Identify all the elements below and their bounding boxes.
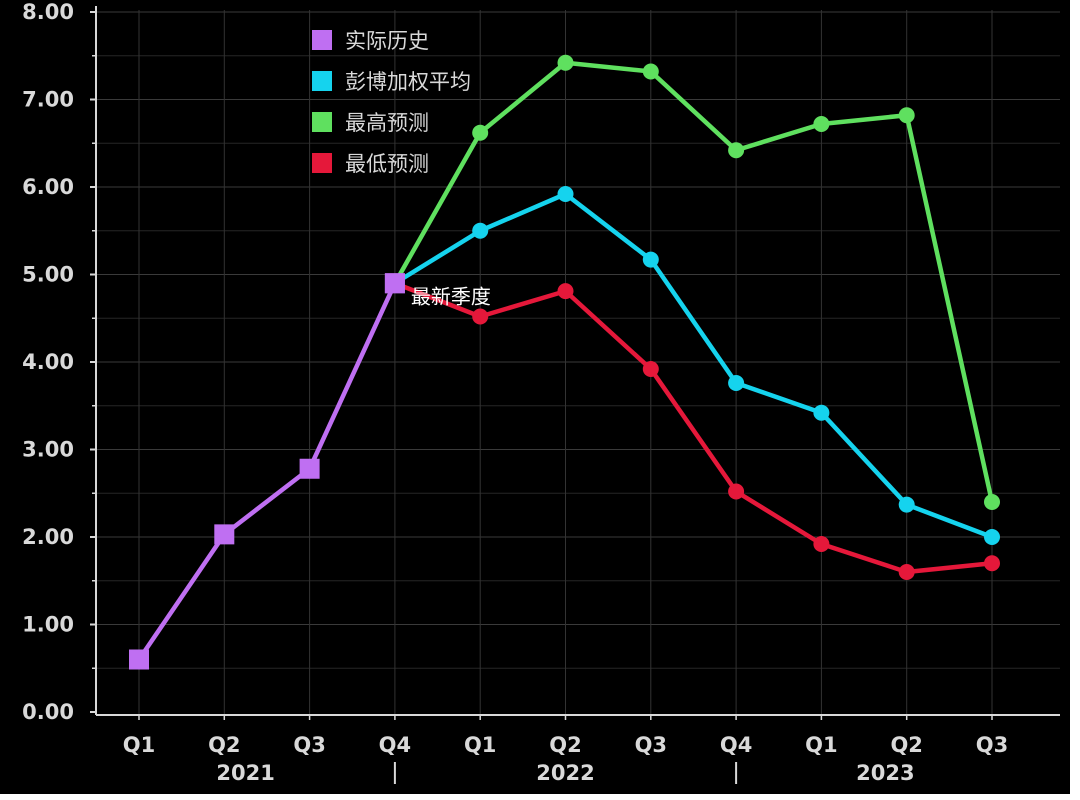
series-lines	[129, 54, 1000, 670]
y-tick-label: 0.00	[22, 700, 74, 724]
data-point	[472, 308, 489, 325]
legend-swatch	[312, 71, 332, 91]
data-point	[984, 529, 1000, 545]
axes: 0.00 1.00 2.00 3.00 4.00 5.00 6.00 7.00 8.00 Q1 Q2…	[22, 0, 1060, 785]
x-tick-label: Q4	[379, 733, 411, 757]
y-tick-label: 6.00	[22, 175, 74, 199]
x-year-label: 2023	[856, 761, 914, 785]
data-point	[214, 524, 235, 545]
legend-swatch	[312, 153, 332, 173]
data-point	[299, 458, 320, 479]
legend-label: 最高预测	[345, 111, 429, 135]
y-tick-label: 8.00	[22, 0, 74, 24]
series-line	[137, 282, 397, 661]
x-tick-label: Q2	[549, 733, 581, 757]
legend-swatch	[312, 112, 332, 132]
grid	[96, 10, 1060, 715]
data-point	[472, 124, 489, 141]
x-tick-label: Q2	[890, 733, 922, 757]
x-tick-label: Q3	[293, 733, 325, 757]
data-point	[472, 222, 489, 239]
data-point	[813, 536, 830, 552]
data-point	[728, 142, 745, 159]
legend-label: 最低预测	[345, 152, 429, 176]
data-point	[642, 361, 659, 377]
data-point	[384, 273, 405, 294]
y-tick-label: 4.00	[22, 350, 74, 374]
x-tick-label: Q3	[635, 733, 667, 757]
data-point	[898, 564, 915, 580]
y-tick-label: 7.00	[22, 88, 74, 112]
data-point	[642, 251, 659, 268]
x-tick-label: Q3	[976, 733, 1008, 757]
data-point	[898, 107, 915, 124]
x-tick-label: Q1	[123, 733, 155, 757]
data-point	[557, 283, 574, 300]
y-tick-label: 5.00	[22, 263, 74, 287]
data-point	[813, 404, 830, 421]
x-year-label: 2022	[536, 761, 594, 785]
y-tick-label: 3.00	[22, 438, 74, 462]
series-line	[394, 281, 993, 575]
data-point	[557, 54, 574, 71]
x-tick-label: Q1	[805, 733, 837, 757]
legend-swatch	[312, 30, 332, 50]
legend-label: 实际历史	[345, 29, 429, 53]
x-tick-label: Q4	[720, 733, 752, 757]
data-point	[984, 555, 1000, 572]
data-point	[728, 483, 745, 500]
annotation-latest-quarter: 最新季度	[411, 284, 491, 308]
x-tick-label: Q2	[208, 733, 240, 757]
legend-label: 彭博加权平均	[345, 70, 471, 94]
data-point	[129, 649, 149, 670]
y-tick-label: 2.00	[22, 525, 74, 549]
series-line	[393, 191, 993, 540]
x-year-label: 2021	[216, 761, 274, 785]
y-tick-label: 1.00	[22, 613, 74, 637]
x-tick-label: Q1	[464, 733, 496, 757]
data-point	[557, 186, 574, 202]
data-point	[642, 63, 659, 80]
data-point	[898, 496, 915, 513]
series-line	[392, 60, 995, 503]
data-point	[984, 494, 1000, 510]
data-point	[813, 116, 830, 132]
data-point	[728, 375, 745, 391]
